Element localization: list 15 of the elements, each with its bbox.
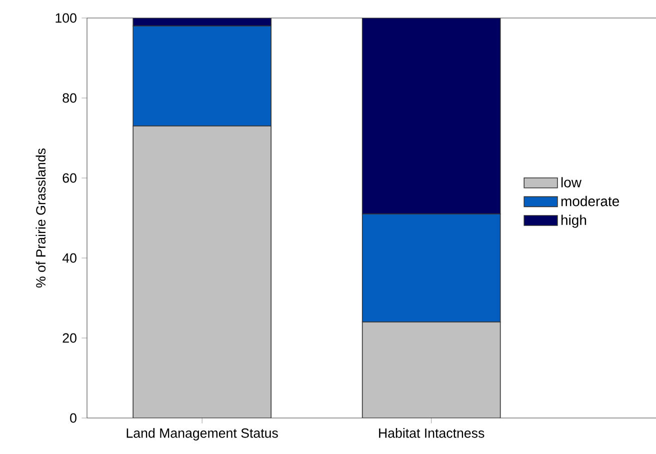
y-tick-label: 80	[62, 93, 76, 103]
x-tick-label: Land Management Status	[126, 428, 278, 440]
x-tick-label: Habitat Intactness	[379, 428, 484, 438]
bar	[362, 322, 501, 418]
y-tick-label: 0	[70, 413, 76, 423]
bar	[362, 18, 501, 214]
y-tick-label: 40	[62, 253, 76, 263]
legend-label: high	[561, 214, 586, 228]
y-tick-label: 100	[56, 13, 76, 23]
bar	[132, 126, 272, 418]
legend-label: low	[561, 177, 582, 188]
y-axis-title: % of Prairie Grasslands	[36, 148, 46, 288]
y-tick-label: 60	[62, 173, 76, 183]
y-tick-label: 20	[62, 333, 76, 343]
legend-label: moderate	[561, 196, 620, 206]
